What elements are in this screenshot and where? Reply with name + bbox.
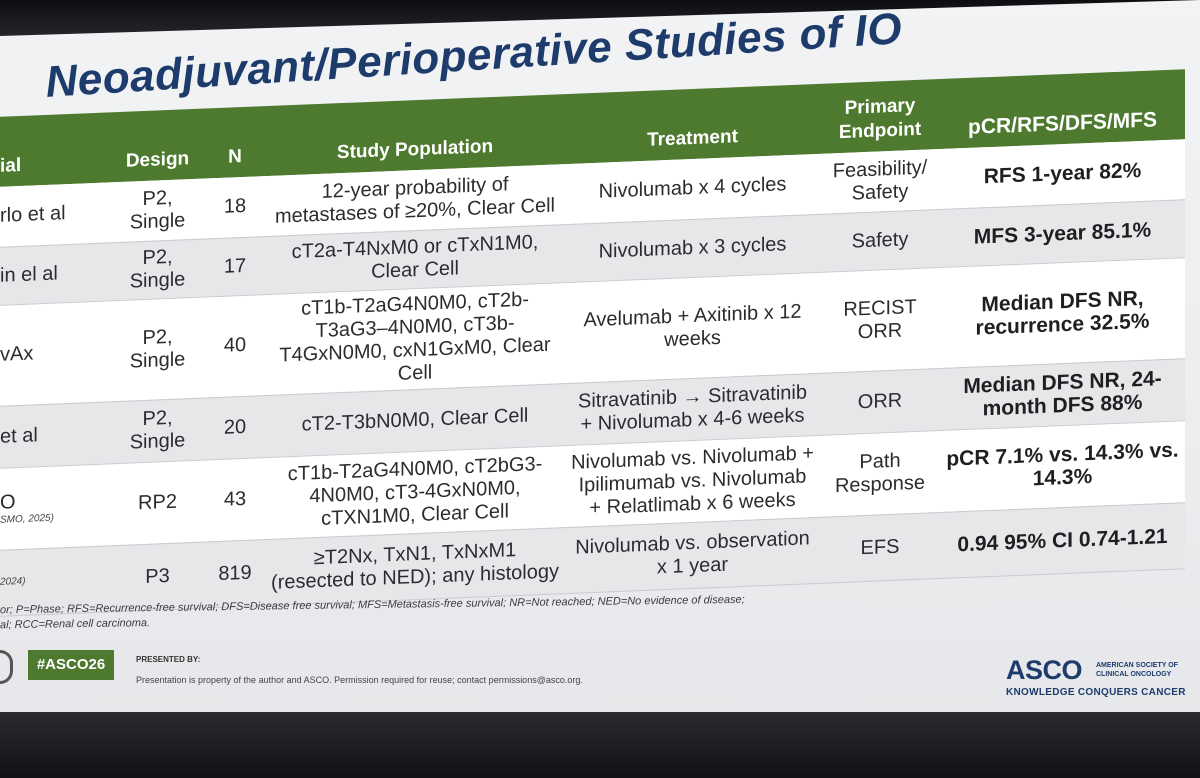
studies-table: ial Design N Study Population Treatment … [0,69,1185,617]
stage-floor [0,712,1200,778]
asco-tagline: KNOWLEDGE CONQUERS CANCER [1006,687,1186,698]
cell-result: RFS 1-year 82% [940,139,1185,210]
col-header-endpoint: Primary Endpoint [820,79,940,154]
cell-endpoint: ORR [820,368,940,435]
cell-design: RP2 [110,459,205,546]
col-header-population: Study Population [265,94,565,177]
cell-endpoint: RECIST ORR [820,267,940,373]
cell-treatment: Avelumab + Axitinib x 12 weeks [565,271,820,384]
cell-n: 20 [205,395,265,460]
trial-name: et al [0,423,38,448]
asco-org-name: AMERICAN SOCIETY OF CLINICAL ONCOLOGY [1096,662,1178,678]
cell-treatment: Nivolumab vs. observation x 1 year [565,516,820,594]
cell-design: P2, Single [110,296,205,402]
col-header-treatment: Treatment [565,83,820,165]
cell-trial: rlo et al [0,182,110,248]
copyright-notice: Presentation is property of the author a… [136,675,583,685]
cell-result: Median DFS NR, recurrence 32.5% [940,257,1185,369]
cell-endpoint: Path Response [820,430,940,517]
col-header-design: Design [110,108,205,183]
left-logo-fragment [0,650,13,684]
cell-trial: vAx [0,300,110,407]
asco-wordmark: ASCO [1006,655,1083,685]
studies-table-wrap: ial Design N Study Population Treatment … [0,69,1190,617]
cell-n: 40 [205,294,265,398]
cell-n: 43 [205,457,265,542]
cell-population: cT1b-T2aG4N0M0, cT2b-T3aG3–4N0M0, cT3b-T… [265,282,565,396]
cell-result: pCR 7.1% vs. 14.3% vs. 14.3% [940,420,1185,513]
cell-endpoint: EFS [820,512,940,583]
cell-population: cT1b-T2aG4N0M0, cT2bG3-4N0M0, cT3-4GxN0M… [265,445,565,540]
trial-name: O [0,490,16,514]
cell-design: P2, Single [110,178,205,243]
cell-n: 18 [205,176,265,239]
slide: Neoadjuvant/Perioperative Studies of IO … [0,0,1200,725]
trial-citation: SMO, 2025) [0,512,54,526]
cell-treatment: Nivolumab vs. Nivolumab + Ipilimumab vs.… [565,434,820,528]
cell-n: 819 [205,539,265,608]
hashtag-badge: #ASCO26 [28,650,114,680]
cell-trial: in el al [0,242,110,306]
col-header-trial: ial [0,112,110,188]
cell-population: ≥T2Nx, TxN1, TxNxM1 (resected to NED); a… [265,527,565,606]
trial-name: vAx [0,342,34,366]
cell-n: 17 [205,236,265,297]
cell-treatment: Sitravatinib → Sitravatinib + Nivolumab … [565,372,820,446]
cell-endpoint: Feasibility/ Safety [820,149,940,214]
trial-name: in el al [0,261,58,287]
cell-result: 0.94 95% CI 0.74-1.21 [940,502,1185,579]
cell-treatment: Nivolumab x 4 cycles [565,153,820,225]
cell-trial: O SMO, 2025) [0,463,110,551]
cell-endpoint: Safety [820,209,940,272]
trial-name: rlo et al [0,202,66,228]
presented-by-label: PRESENTED BY: [136,655,201,664]
trial-citation: 2024) [0,575,26,588]
cell-result: Median DFS NR, 24-month DFS 88% [940,358,1185,431]
cell-trial: et al [0,401,110,469]
cell-design: P2, Single [110,238,205,301]
asco-logo: ASCO AMERICAN SOCIETY OF CLINICAL ONCOLO… [1006,655,1196,701]
cell-result: MFS 3-year 85.1% [940,199,1185,268]
cell-treatment: Nivolumab x 3 cycles [565,213,820,283]
cell-design: P2, Single [110,397,205,464]
col-header-n: N [205,106,265,179]
col-header-results: pCR/RFS/DFS/MFS [940,69,1185,150]
